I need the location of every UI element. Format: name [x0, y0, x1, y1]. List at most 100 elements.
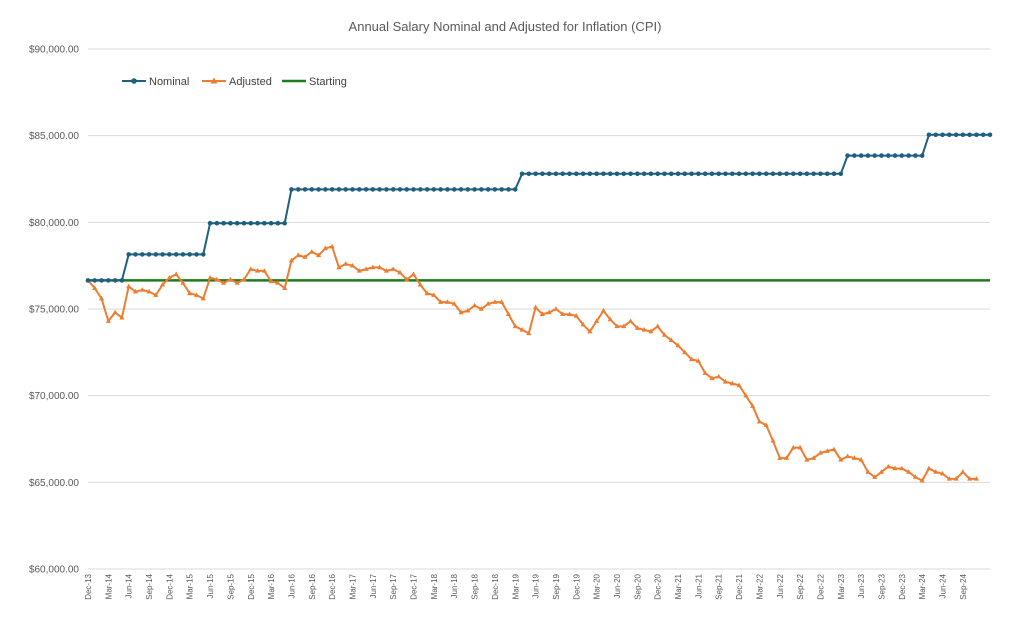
chart-title: Annual Salary Nominal and Adjusted for I…: [349, 19, 662, 34]
data-point: [851, 455, 857, 460]
data-point: [479, 187, 484, 192]
data-point: [587, 328, 593, 334]
data-point: [831, 446, 837, 452]
y-tick-label: $60,000.00: [29, 565, 79, 576]
x-tick-label: Sep-19: [552, 573, 561, 599]
data-point: [777, 171, 783, 177]
series-adjusted: [85, 243, 980, 483]
data-point: [194, 252, 199, 257]
data-point: [662, 171, 667, 177]
x-tick-label: Jun-16: [287, 573, 296, 598]
x-tick-label: Sep-20: [633, 573, 642, 599]
data-point: [594, 318, 600, 323]
data-point: [363, 266, 369, 271]
x-tick-label: Dec-13: [84, 573, 93, 599]
data-point: [750, 403, 756, 408]
data-point: [275, 280, 281, 285]
x-tick-label: Mar-17: [348, 573, 357, 599]
x-tick-label: Dec-16: [328, 573, 337, 599]
data-point: [811, 455, 817, 460]
data-point: [574, 171, 579, 177]
data-point: [546, 309, 552, 315]
data-point: [139, 252, 145, 257]
data-point: [567, 171, 572, 177]
data-point: [370, 187, 376, 192]
data-point: [614, 171, 620, 177]
data-point: [817, 450, 824, 455]
x-tick-label: Sep-14: [145, 573, 154, 599]
data-point: [288, 257, 295, 263]
series-line-adjusted: [87, 245, 977, 482]
data-point: [418, 187, 423, 192]
data-point: [153, 252, 159, 257]
data-point: [791, 171, 796, 177]
data-point: [329, 187, 335, 192]
data-point: [465, 307, 471, 313]
x-tick-label: Mar-18: [430, 573, 439, 599]
data-point: [485, 301, 491, 306]
data-point: [960, 132, 966, 138]
data-point: [377, 187, 382, 192]
data-point: [601, 171, 606, 177]
data-point: [912, 474, 918, 479]
data-point: [885, 153, 891, 158]
data-point: [126, 283, 132, 289]
data-point: [193, 292, 200, 297]
data-point: [770, 171, 776, 177]
data-point: [166, 275, 172, 280]
data-point: [404, 187, 410, 192]
data-point: [526, 330, 532, 336]
data-point: [566, 311, 573, 316]
data-point: [913, 153, 918, 158]
data-point: [356, 268, 362, 273]
data-point: [146, 288, 152, 294]
data-point: [879, 153, 884, 158]
data-point: [112, 278, 118, 283]
data-point: [600, 307, 607, 313]
x-tick-label: Dec-23: [898, 573, 907, 599]
x-tick-label: Jun-24: [939, 573, 948, 598]
x-tick-label: Sep-21: [715, 573, 724, 599]
data-point: [349, 262, 356, 268]
x-tick-label: Dec-14: [165, 573, 174, 599]
data-point: [533, 304, 539, 310]
data-point: [560, 171, 566, 177]
data-point: [885, 463, 891, 469]
data-point: [451, 301, 457, 306]
data-point: [777, 455, 783, 460]
data-point: [756, 418, 763, 424]
data-point: [838, 171, 844, 177]
data-point: [695, 358, 701, 363]
data-point: [953, 132, 959, 138]
data-point: [906, 153, 911, 158]
data-point: [512, 323, 518, 329]
data-point: [899, 153, 905, 158]
data-point: [390, 266, 396, 271]
series-nominal: [85, 132, 993, 283]
data-point: [404, 276, 410, 282]
data-point: [783, 455, 790, 460]
data-point: [383, 268, 390, 273]
data-point: [634, 325, 640, 330]
data-point: [784, 171, 789, 177]
data-point: [926, 132, 932, 138]
data-point: [641, 171, 647, 177]
x-tick-label: Jun-18: [450, 573, 459, 598]
legend-item-nominal: Nominal: [122, 76, 189, 88]
data-point: [323, 187, 328, 192]
data-point: [702, 171, 708, 177]
data-point: [967, 132, 972, 138]
data-point: [811, 171, 816, 177]
data-point: [763, 171, 769, 177]
data-point: [519, 327, 525, 332]
data-point: [214, 220, 220, 226]
x-tick-label: Sep-23: [877, 573, 886, 599]
data-point: [852, 153, 857, 158]
data-point: [757, 171, 762, 177]
data-point: [743, 392, 749, 398]
x-tick-label: Sep-16: [308, 573, 317, 599]
data-point: [919, 477, 925, 483]
data-point: [526, 171, 532, 177]
data-point: [872, 474, 878, 479]
data-point: [824, 171, 830, 177]
